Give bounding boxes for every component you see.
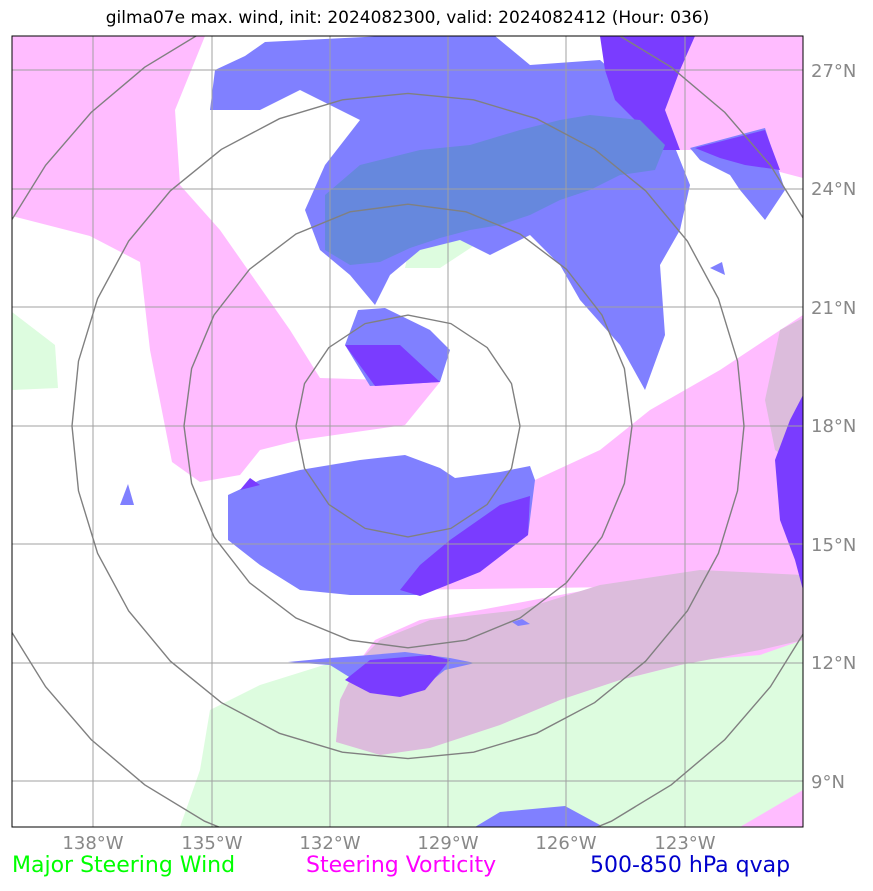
steering-wind-area-west [12, 312, 58, 390]
lat-label-9n: 9°N [811, 772, 845, 793]
legend-qvap: 500-850 hPa qvap [590, 853, 791, 878]
vorticity-area-nw [12, 36, 440, 482]
lat-label-18n: 18°N [811, 416, 856, 437]
lon-label-138w: 138°W [62, 833, 123, 854]
map-title: gilma07e max. wind, init: 2024082300, va… [105, 8, 710, 28]
distance-ring [71, 92, 745, 760]
distance-ring [183, 203, 633, 649]
lat-label-24n: 24°N [811, 179, 856, 200]
lat-label-27n: 27°N [811, 61, 856, 82]
qvap-spot-1 [120, 484, 134, 505]
qvap-dark-area-3 [400, 496, 530, 596]
longitude-labels: 138°W 135°W 132°W 129°W 126°W 123°W [62, 833, 715, 854]
qvap-dark-area-7 [240, 478, 260, 490]
qvap-spot-3 [512, 619, 530, 626]
qvap-area-bottom [475, 806, 600, 827]
lat-label-12n: 12°N [811, 653, 856, 674]
latitude-labels: 27°N 24°N 21°N 18°N 15°N 12°N 9°N [811, 61, 856, 793]
lon-label-126w: 126°W [535, 833, 596, 854]
lon-label-132w: 132°W [299, 833, 360, 854]
legend-steering-wind: Major Steering Wind [12, 853, 236, 878]
lat-label-21n: 21°N [811, 298, 856, 319]
qvap-dark-area-1 [600, 36, 695, 150]
qvap-spot-2 [710, 262, 725, 275]
distance-ring [12, 36, 803, 827]
qvap-dark-area-5 [695, 130, 780, 170]
qvap-dark-area-4 [345, 655, 450, 697]
qvap-dark-area-2 [345, 345, 440, 386]
lat-label-15n: 15°N [811, 535, 856, 556]
lon-label-135w: 135°W [181, 833, 242, 854]
qvap-wind-overlap [325, 115, 665, 265]
plot-frame [11, 35, 804, 828]
qvap-dark-area-6 [775, 395, 803, 590]
legend-steering-vorticity: Steering Vorticity [306, 853, 497, 878]
vorticity-area-se-corner [740, 790, 803, 827]
distance-ring [295, 314, 521, 538]
graticule [12, 36, 803, 827]
lon-label-129w: 129°W [417, 833, 478, 854]
lon-label-123w: 123°W [654, 833, 715, 854]
distance-rings [12, 36, 803, 827]
